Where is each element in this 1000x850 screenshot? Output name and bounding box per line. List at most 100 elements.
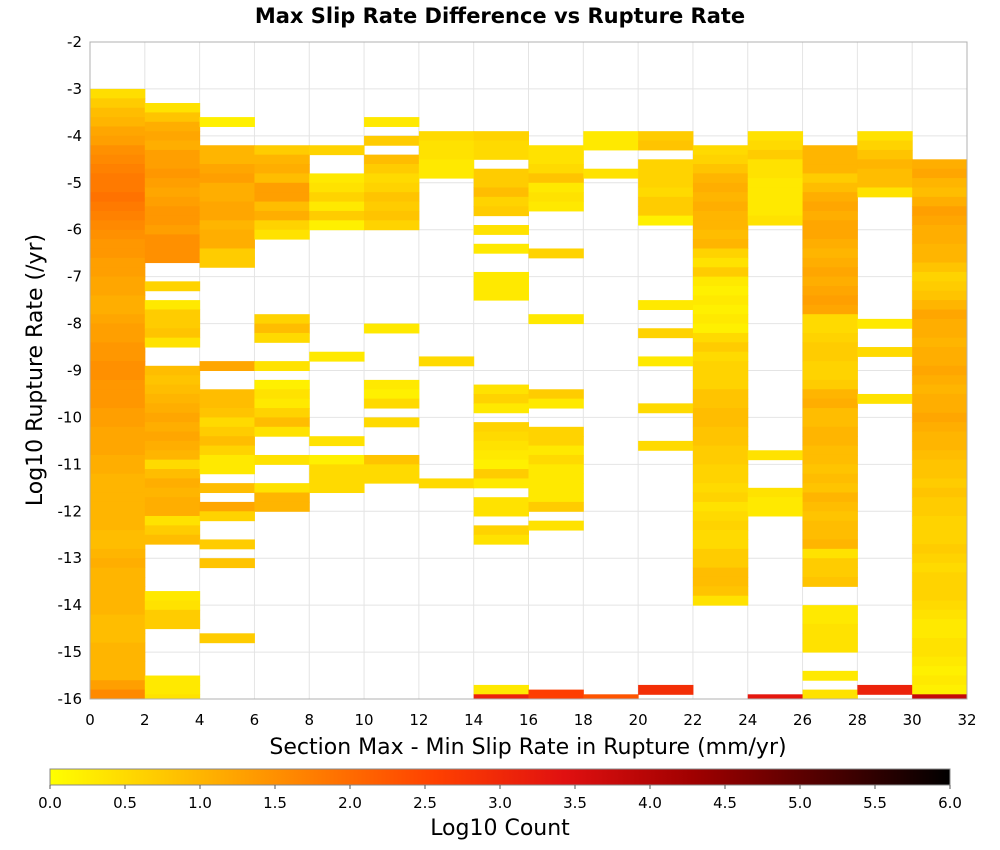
- heatmap-cell: [912, 628, 968, 639]
- heatmap-cell: [254, 154, 310, 165]
- heatmap-cell: [418, 159, 475, 170]
- y-tick-label: -11: [58, 455, 83, 473]
- heatmap-cell: [473, 403, 529, 414]
- heatmap-cell: [692, 558, 749, 569]
- heatmap-cell: [90, 454, 146, 465]
- heatmap-cell: [90, 304, 146, 315]
- heatmap-cell: [254, 164, 310, 174]
- heatmap-cell: [802, 623, 858, 634]
- heatmap-cell: [912, 440, 968, 451]
- heatmap-cell: [802, 332, 858, 343]
- colorbar-gradient: [49, 768, 951, 786]
- heatmap-cell: [857, 393, 913, 404]
- heatmap-cell: [912, 168, 968, 179]
- heatmap-cell: [802, 164, 858, 174]
- heatmap-cell: [90, 342, 146, 353]
- heatmap-cell: [309, 351, 365, 362]
- colorbar-tick-label: 1.5: [263, 794, 287, 812]
- heatmap-cell: [309, 473, 365, 484]
- heatmap-cell: [912, 384, 968, 395]
- heatmap-cell: [254, 192, 310, 203]
- heatmap-cell: [692, 576, 749, 587]
- heatmap-cell: [802, 342, 858, 353]
- heatmap-cell: [90, 464, 146, 475]
- colorbar-tick-label: 2.0: [338, 794, 362, 812]
- heatmap-cell: [199, 201, 255, 212]
- heatmap-cell: [857, 684, 913, 695]
- heatmap-cell: [692, 511, 749, 522]
- heatmap-cell: [638, 178, 694, 188]
- heatmap-cell: [90, 332, 146, 343]
- heatmap-cell: [199, 229, 255, 240]
- heatmap-cell: [144, 506, 201, 517]
- heatmap-cell: [309, 483, 365, 494]
- heatmap-cell: [144, 497, 201, 508]
- heatmap-cell: [309, 464, 365, 475]
- heatmap-cell: [912, 666, 968, 677]
- heatmap-cell: [638, 140, 694, 151]
- heatmap-cell: [583, 694, 639, 700]
- heatmap-cell: [90, 379, 146, 390]
- heatmap-cell: [692, 164, 749, 174]
- heatmap-cell: [473, 431, 529, 442]
- heatmap-cell: [90, 511, 146, 522]
- heatmap-cell: [364, 323, 420, 334]
- heatmap-cell: [473, 534, 529, 545]
- heatmap-cell: [473, 290, 529, 301]
- heatmap-cell: [857, 131, 913, 142]
- heatmap-cell: [418, 168, 475, 179]
- heatmap-cell: [528, 173, 584, 184]
- heatmap-cell: [364, 210, 420, 221]
- heatmap-cell: [473, 168, 529, 179]
- heatmap-cell: [857, 140, 913, 151]
- heatmap-cell: [473, 131, 529, 142]
- heatmap-cell: [747, 487, 804, 498]
- heatmap-cell: [528, 192, 584, 203]
- heatmap-cell: [802, 304, 858, 315]
- heatmap-cell: [144, 328, 201, 339]
- heatmap-cell: [90, 229, 146, 240]
- heatmap-cell: [692, 361, 749, 371]
- heatmap-cell: [802, 182, 858, 193]
- heatmap-cell: [912, 694, 968, 700]
- heatmap-cell: [144, 103, 201, 113]
- heatmap-cell: [802, 417, 858, 428]
- heatmap-cell: [692, 595, 749, 606]
- heatmap-cell: [912, 675, 968, 686]
- heatmap-cell: [912, 497, 968, 508]
- heatmap-cell: [638, 159, 694, 170]
- heatmap-cell: [802, 530, 858, 540]
- heatmap-cell: [912, 281, 968, 292]
- colorbar-tick-label: 3.0: [488, 794, 512, 812]
- heatmap-cell: [692, 539, 749, 550]
- heatmap-cell: [144, 149, 201, 160]
- chart-title: Max Slip Rate Difference vs Rupture Rate: [255, 4, 745, 28]
- heatmap-cell: [90, 323, 146, 334]
- heatmap-cell: [692, 342, 749, 353]
- plot-frame: [89, 41, 968, 700]
- heatmap-cell: [638, 131, 694, 142]
- heatmap-cell: [144, 140, 201, 151]
- heatmap-cell: [802, 670, 858, 681]
- heatmap-cell: [473, 271, 529, 282]
- heatmap-cell: [802, 192, 858, 203]
- colorbar-tick-label: 3.5: [563, 794, 587, 812]
- heatmap-cell: [144, 384, 201, 395]
- heatmap-cell: [802, 154, 858, 165]
- heatmap-cell: [144, 168, 201, 179]
- heatmap-cell: [802, 642, 858, 653]
- y-tick-label: -10: [58, 408, 83, 426]
- heatmap-cell: [692, 248, 749, 259]
- heatmap-cell: [254, 492, 310, 503]
- heatmap-cell: [418, 356, 475, 367]
- heatmap-cell: [528, 445, 584, 456]
- heatmap-cell: [528, 436, 584, 447]
- heatmap-cell: [254, 389, 310, 400]
- heatmap-cell: [90, 539, 146, 550]
- x-tick-label: 22: [683, 711, 702, 729]
- y-tick-label: -12: [58, 502, 83, 520]
- heatmap-cell: [802, 520, 858, 531]
- heatmap-cell: [692, 501, 749, 512]
- heatmap-cell: [802, 314, 858, 325]
- heatmap-cell: [912, 412, 968, 423]
